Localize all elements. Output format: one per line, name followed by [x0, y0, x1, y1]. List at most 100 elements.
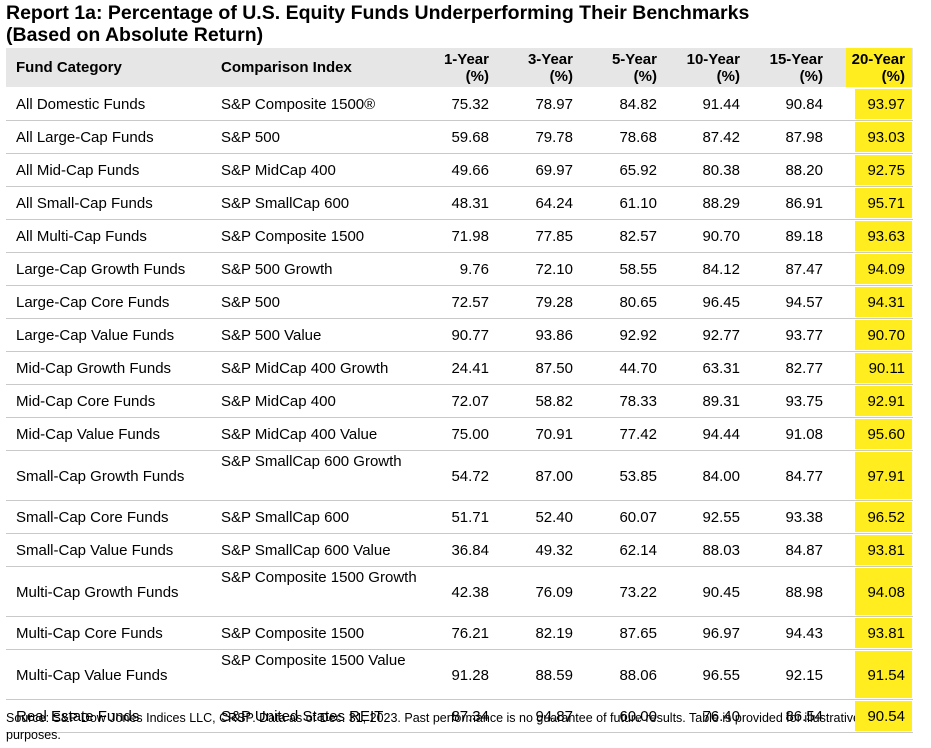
- value-20-year: 94.09: [867, 261, 905, 278]
- table-row: Multi-Cap Core Funds S&P Composite 1500 76…: [6, 616, 913, 650]
- value-10-year: 84.00: [702, 468, 740, 485]
- table-row: Mid-Cap Growth Funds S&P MidCap 400 Growt…: [6, 351, 913, 385]
- fund-category-cell: Mid-Cap Core Funds: [16, 393, 156, 410]
- value-1-year: 90.77: [451, 327, 489, 344]
- fund-category-cell: Real Estate Funds: [16, 708, 140, 725]
- comparison-index-cell: S&P United States REIT: [221, 708, 384, 725]
- highlight-mark: [855, 618, 912, 648]
- value-1-year: 9.76: [459, 261, 489, 278]
- fund-category-cell: Multi-Cap Value Funds: [16, 667, 168, 684]
- table-row: Large-Cap Core Funds S&P 500 72.57 79.28 80.…: [6, 285, 913, 319]
- fund-category-cell: Large-Cap Core Funds: [16, 294, 170, 311]
- value-20-year: 93.81: [867, 542, 905, 559]
- value-1-year: 24.41: [451, 360, 489, 377]
- table-row: Mid-Cap Value Funds S&P MidCap 400 Value 7…: [6, 417, 913, 451]
- source-note: Source: S&P Dow Jones Indices LLC, CRSP.…: [6, 711, 860, 742]
- header-3-year: 3-Year (%): [527, 51, 573, 85]
- value-3-year: 69.97: [535, 162, 573, 179]
- value-5-year: 62.14: [619, 542, 657, 559]
- table-row: Multi-Cap Growth Funds S&P Composite 1500…: [6, 566, 913, 617]
- value-10-year: 90.70: [702, 228, 740, 245]
- value-3-year: 79.28: [535, 294, 573, 311]
- header-15-year: 15-Year (%): [769, 51, 823, 85]
- comparison-index-cell: S&P 500 Growth: [221, 261, 333, 278]
- value-15-year: 90.84: [785, 96, 823, 113]
- value-15-year: 94.43: [785, 625, 823, 642]
- value-5-year: 58.55: [619, 261, 657, 278]
- fund-category-cell: All Large-Cap Funds: [16, 129, 154, 146]
- value-10-year: 88.03: [702, 542, 740, 559]
- value-3-year: 49.32: [535, 542, 573, 559]
- value-1-year: 75.00: [451, 426, 489, 443]
- value-5-year: 73.22: [619, 584, 657, 601]
- comparison-index-cell: S&P Composite 1500: [221, 625, 365, 642]
- value-20-year: 90.54: [867, 708, 905, 725]
- table-row: Large-Cap Value Funds S&P 500 Value 90.77 9…: [6, 318, 913, 352]
- table-row: Small-Cap Value Funds S&P SmallCap 600 Va…: [6, 533, 913, 567]
- comparison-index-cell: S&P 500: [221, 129, 280, 146]
- value-15-year: 87.47: [785, 261, 823, 278]
- value-15-year: 89.18: [785, 228, 823, 245]
- value-1-year: 51.71: [451, 509, 489, 526]
- fund-category-cell: All Small-Cap Funds: [16, 195, 153, 212]
- value-15-year: 87.98: [785, 129, 823, 146]
- highlight-mark: [855, 353, 912, 383]
- highlight-mark: [855, 386, 912, 416]
- value-1-year: 71.98: [451, 228, 489, 245]
- value-5-year: 60.07: [619, 509, 657, 526]
- value-5-year: 60.00: [619, 708, 657, 725]
- value-15-year: 92.15: [785, 667, 823, 684]
- highlight-mark: [855, 568, 912, 615]
- value-3-year: 72.10: [535, 261, 573, 278]
- table-row: Small-Cap Core Funds S&P SmallCap 600 51.7…: [6, 500, 913, 534]
- value-10-year: 92.55: [702, 509, 740, 526]
- value-5-year: 82.57: [619, 228, 657, 245]
- fund-category-cell: All Multi-Cap Funds: [16, 228, 147, 245]
- value-20-year: 96.52: [867, 509, 905, 526]
- highlight-mark: [855, 502, 912, 532]
- value-3-year: 87.00: [535, 468, 573, 485]
- fund-category-cell: Mid-Cap Value Funds: [16, 426, 160, 443]
- value-20-year: 93.03: [867, 129, 905, 146]
- value-20-year: 95.71: [867, 195, 905, 212]
- value-1-year: 75.32: [451, 96, 489, 113]
- value-10-year: 76.40: [702, 708, 740, 725]
- value-15-year: 82.77: [785, 360, 823, 377]
- comparison-index-cell: S&P SmallCap 600: [221, 509, 350, 526]
- value-1-year: 48.31: [451, 195, 489, 212]
- value-10-year: 96.97: [702, 625, 740, 642]
- value-1-year: 72.57: [451, 294, 489, 311]
- value-5-year: 44.70: [619, 360, 657, 377]
- value-15-year: 84.77: [785, 468, 823, 485]
- header-1-year: 1-Year (%): [443, 51, 489, 85]
- highlight-mark: [855, 122, 912, 152]
- value-3-year: 58.82: [535, 393, 573, 410]
- value-1-year: 42.38: [451, 584, 489, 601]
- value-5-year: 78.33: [619, 393, 657, 410]
- highlight-mark: [855, 419, 912, 449]
- value-20-year: 91.54: [867, 667, 905, 684]
- value-1-year: 59.68: [451, 129, 489, 146]
- header-fund-category: Fund Category: [16, 59, 122, 76]
- value-10-year: 90.45: [702, 584, 740, 601]
- report-title-line1: Report 1a: Percentage of U.S. Equity Fun…: [6, 2, 750, 24]
- comparison-index-cell: S&P Composite 1500®: [221, 96, 376, 113]
- value-1-year: 91.28: [451, 667, 489, 684]
- fund-category-cell: Large-Cap Growth Funds: [16, 261, 186, 278]
- highlight-mark: [855, 701, 912, 731]
- header-10-year: 10-Year (%): [686, 51, 740, 85]
- table-row: All Mid-Cap Funds S&P MidCap 400 49.66 69.9…: [6, 153, 913, 187]
- value-20-year: 94.31: [867, 294, 905, 311]
- comparison-index-cell: S&P Composite 1500 Growth: [221, 569, 417, 586]
- value-15-year: 86.91: [785, 195, 823, 212]
- value-10-year: 96.45: [702, 294, 740, 311]
- value-3-year: 93.86: [535, 327, 573, 344]
- table-row: All Large-Cap Funds S&P 500 59.68 79.78 78.6…: [6, 120, 913, 154]
- value-1-year: 36.84: [451, 542, 489, 559]
- highlight-mark: [855, 89, 912, 119]
- value-20-year: 93.81: [867, 625, 905, 642]
- value-1-year: 54.72: [451, 468, 489, 485]
- highlight-mark: [855, 651, 912, 698]
- value-10-year: 63.31: [702, 360, 740, 377]
- highlight-mark: [855, 287, 912, 317]
